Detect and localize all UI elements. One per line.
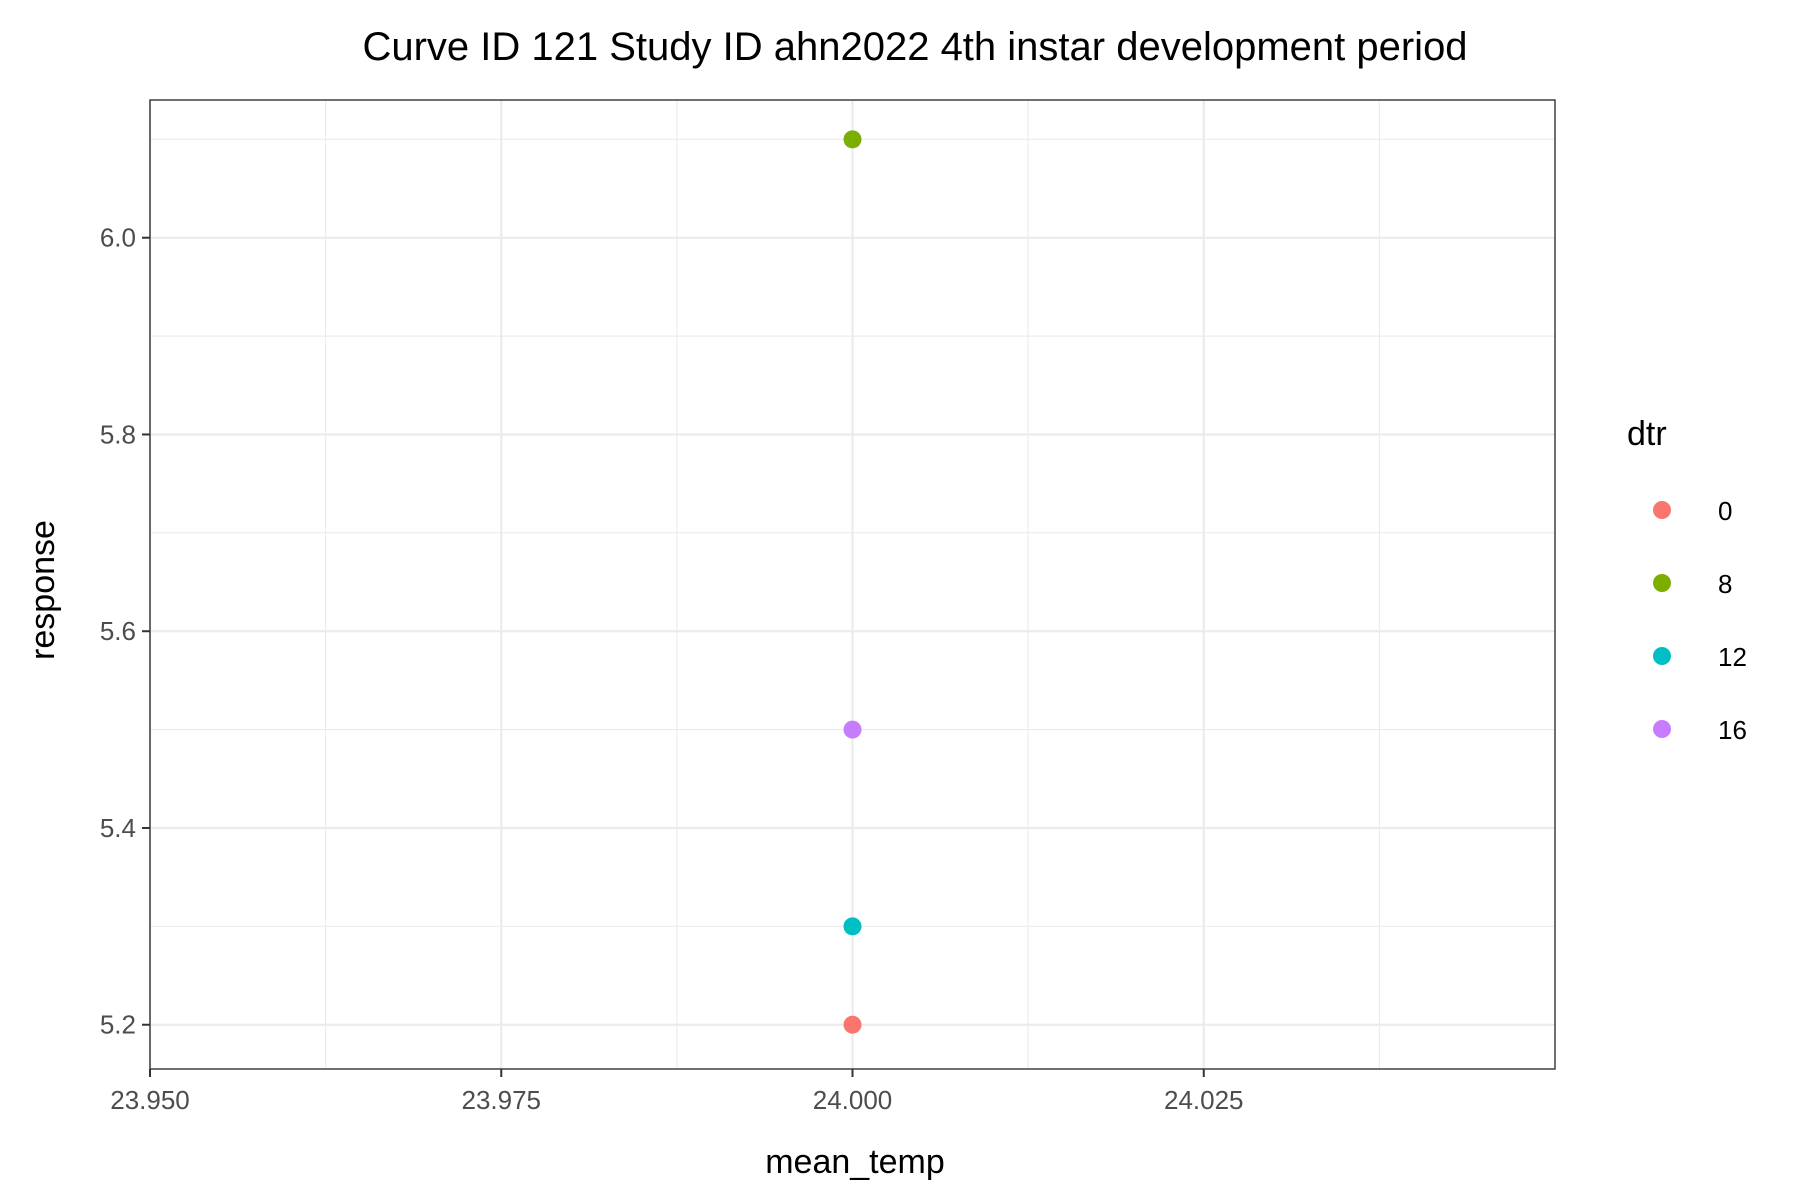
legend-label-16: 16 [1718, 715, 1747, 745]
y-tick-label: 5.4 [100, 813, 136, 843]
legend-key-16 [1653, 720, 1671, 738]
data-point-dtr-0 [843, 1015, 862, 1034]
legend-title: dtr [1627, 415, 1667, 453]
y-tick-label: 5.8 [100, 419, 136, 449]
y-axis: 5.2 5.4 5.6 5.8 6.0 [100, 223, 150, 1040]
legend-key-12 [1653, 647, 1671, 665]
legend: dtr 0 8 12 16 [1627, 415, 1747, 745]
data-point-dtr-8 [843, 130, 862, 149]
legend-label-0: 0 [1718, 496, 1732, 526]
x-axis-title: mean_temp [765, 1143, 945, 1181]
y-tick-label: 5.2 [100, 1010, 136, 1040]
legend-label-8: 8 [1718, 569, 1732, 599]
data-point-dtr-16 [843, 720, 862, 739]
legend-items: 0 8 12 16 [1653, 496, 1747, 745]
legend-key-0 [1653, 501, 1671, 519]
y-axis-title: response [24, 520, 62, 660]
x-tick-label: 23.950 [110, 1085, 190, 1115]
y-tick-label: 6.0 [100, 223, 136, 253]
chart-title: Curve ID 121 Study ID ahn2022 4th instar… [362, 25, 1467, 69]
data-point-dtr-12 [843, 917, 862, 936]
legend-key-8 [1653, 574, 1671, 592]
x-axis: 23.950 23.975 24.000 24.025 [110, 1069, 1244, 1115]
x-tick-label: 24.000 [813, 1085, 893, 1115]
y-tick-label: 5.6 [100, 616, 136, 646]
x-tick-label: 23.975 [461, 1085, 541, 1115]
x-tick-label: 24.025 [1164, 1085, 1244, 1115]
data-points [843, 130, 862, 1034]
legend-label-12: 12 [1718, 642, 1747, 672]
